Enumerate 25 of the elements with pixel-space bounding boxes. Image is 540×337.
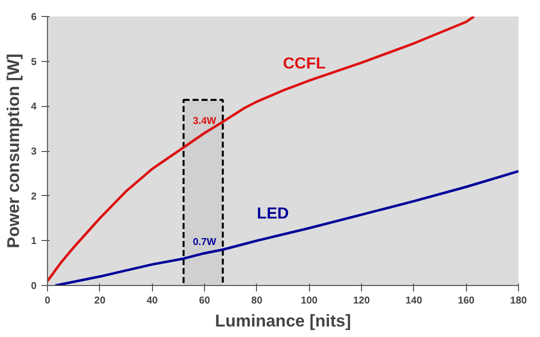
x-tick-label: 120 <box>353 296 370 306</box>
series-label: LED <box>256 206 289 223</box>
y-tick-label: 2 <box>30 191 37 202</box>
y-tick-label: 6 <box>30 12 37 23</box>
y-tick-label: 5 <box>30 56 37 68</box>
x-tick-label: 60 <box>198 296 210 306</box>
annotation: 0.7W <box>192 237 217 248</box>
x-tick-label: 80 <box>251 296 263 306</box>
y-tick-label: 3 <box>30 146 37 158</box>
x-tick-label: 160 <box>458 296 475 306</box>
x-tick-label: 140 <box>405 296 423 306</box>
x-tick-label: 100 <box>300 296 318 306</box>
annotation: 3.4W <box>192 116 217 128</box>
y-axis-title: Power consumption [W] <box>4 54 23 248</box>
x-tick-label: 40 <box>146 296 158 306</box>
x-axis-title: Luminance [nits] <box>214 312 352 330</box>
series-label: CCFL <box>283 55 326 72</box>
line-series <box>54 170 518 286</box>
y-tick-label: 0 <box>30 281 37 292</box>
x-tick-label: 0 <box>44 296 51 306</box>
x-tick-label: 180 <box>510 296 528 306</box>
x-tick-label: 20 <box>94 296 106 306</box>
line-series <box>48 16 476 282</box>
y-tick-label: 4 <box>30 102 37 113</box>
y-tick-label: 1 <box>30 236 37 248</box>
